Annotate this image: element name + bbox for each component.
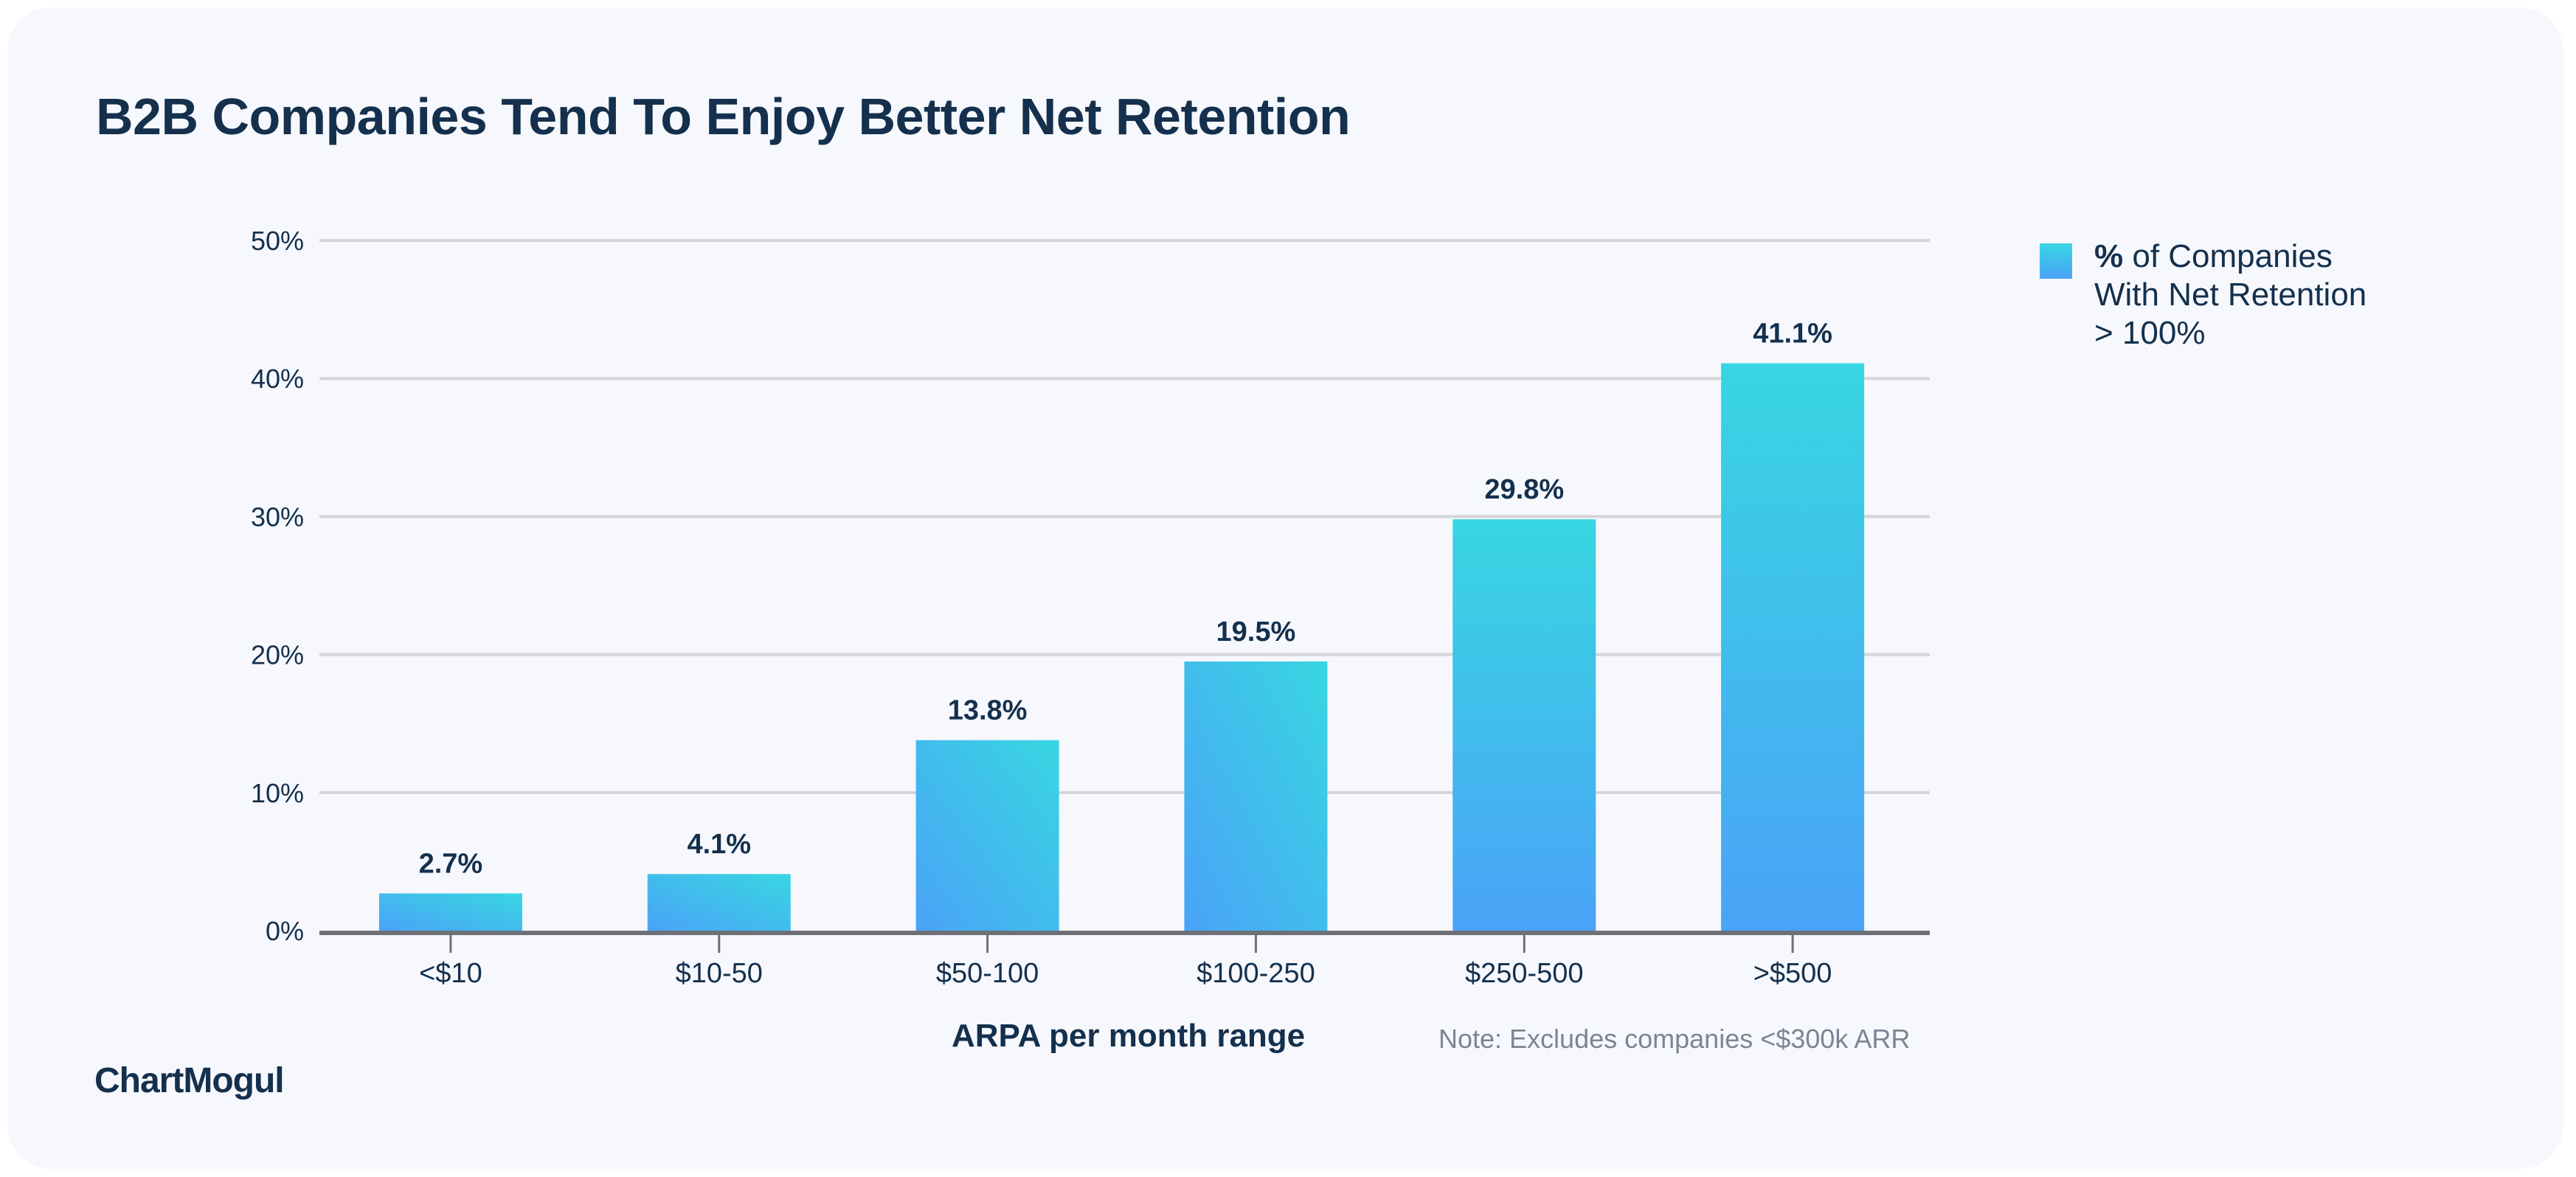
x-tick-label: $50-100 [936, 958, 1039, 989]
bar [378, 893, 522, 931]
footnote: Note: Excludes companies <$300k ARR [1438, 1024, 1911, 1054]
brand-logo: ChartMogul [94, 1061, 285, 1100]
bar [1184, 661, 1328, 931]
legend-symbol: % [2094, 238, 2124, 274]
y-tick-label: 20% [251, 640, 304, 670]
y-tick-label: 0% [266, 916, 304, 946]
x-tick-label: >$500 [1753, 958, 1832, 989]
x-tick-label: $100-250 [1197, 958, 1315, 989]
bar [647, 874, 791, 931]
bar [915, 740, 1059, 931]
bar [1721, 363, 1865, 931]
bar-value-label: 13.8% [948, 695, 1028, 726]
labels: 0% 10% 20% 30% 40% 50% 2.7% <$10 4.1% $10-50 13.8%… [251, 226, 1832, 989]
x-axis-title: ARPA per month range [952, 1018, 1306, 1054]
x-tick-label: <$10 [419, 958, 482, 989]
legend-line-3: > 100% [2094, 315, 2206, 351]
legend-swatch [2040, 243, 2072, 279]
legend-line-1: of Companies [2132, 238, 2333, 274]
bar-value-label: 4.1% [687, 829, 751, 860]
y-tick-label: 10% [251, 778, 304, 808]
y-tick-label: 50% [251, 226, 304, 256]
chart-title: B2B Companies Tend To Enjoy Better Net R… [96, 88, 1351, 145]
y-tick-label: 40% [251, 364, 304, 394]
bars [378, 363, 1865, 931]
x-axis [319, 931, 1930, 953]
x-tick-label: $250-500 [1465, 958, 1584, 989]
bar-value-label: 2.7% [419, 848, 483, 879]
chart-card [7, 7, 2563, 1169]
x-tick-label: $10-50 [676, 958, 763, 989]
bar-value-label: 41.1% [1753, 319, 1832, 350]
y-tick-label: 30% [251, 501, 304, 532]
legend-line-2: With Net Retention [2094, 277, 2367, 313]
bar [1453, 519, 1596, 931]
gridlines [319, 239, 1930, 794]
legend: % of Companies With Net Retention > 100% [2040, 237, 2366, 353]
bar-value-label: 29.8% [1484, 474, 1564, 505]
legend-label: % of Companies With Net Retention > 100% [2094, 237, 2366, 353]
bar-value-label: 19.5% [1216, 617, 1296, 647]
